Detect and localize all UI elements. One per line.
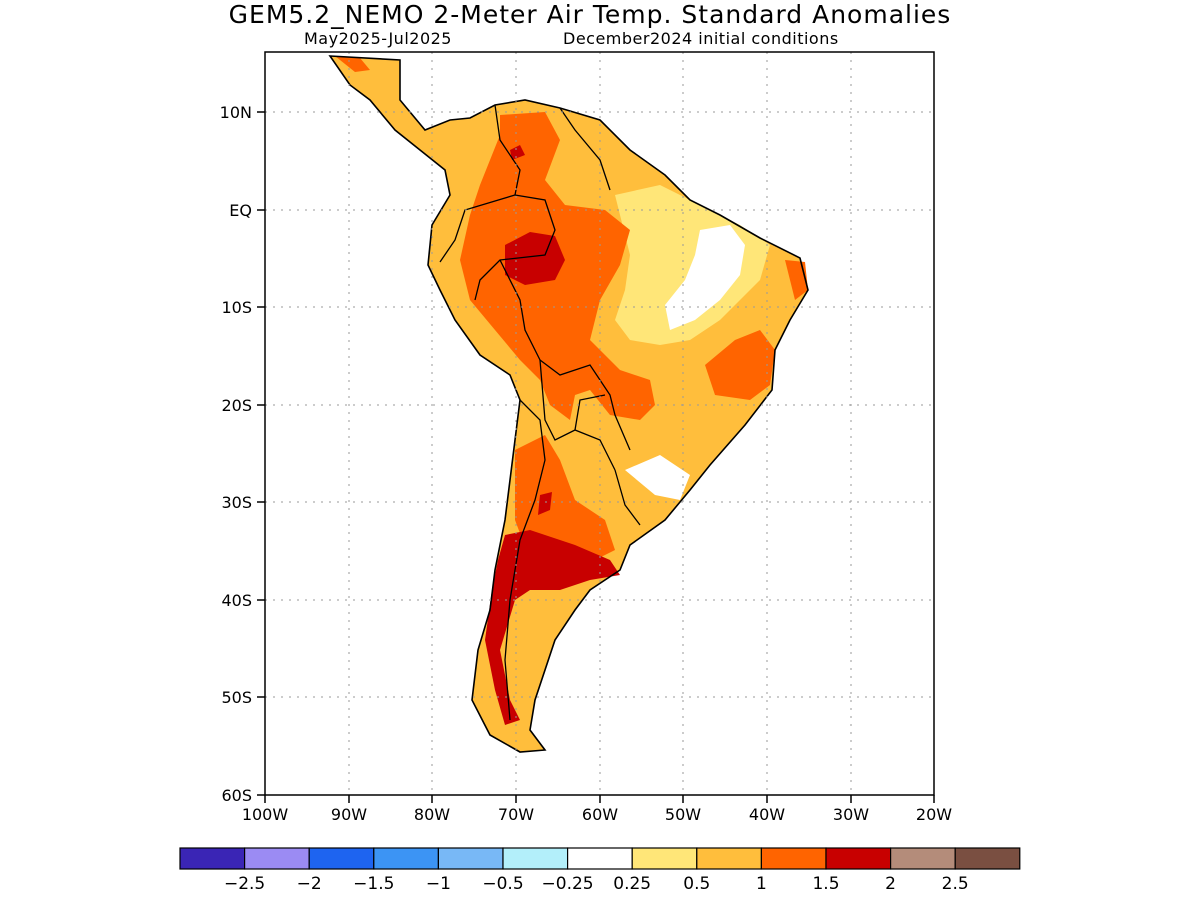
dark-orange-region: [705, 330, 775, 400]
initial-conditions: December2024 initial conditions: [563, 29, 839, 48]
dark-orange-region: [515, 435, 615, 560]
colorbar-label: −1: [426, 874, 451, 894]
anomaly-field: [330, 56, 808, 752]
red-region: [510, 145, 525, 160]
colorbar-label: 0.5: [683, 874, 710, 894]
lon-tick-label: 60W: [582, 805, 618, 824]
colorbar-label: 2.5: [942, 874, 969, 894]
colorbar-swatch: [437, 847, 504, 870]
red-region: [505, 232, 565, 285]
red-region: [538, 492, 552, 515]
near-normal-region: [625, 455, 690, 500]
national-borders: [439, 104, 641, 721]
lat-tick-label: 20S: [221, 396, 252, 415]
lat-tick-label: 60S: [221, 786, 252, 805]
colorbar-label: 0.25: [613, 874, 651, 894]
colorbar-swatch: [760, 847, 827, 870]
lon-tick-label: 80W: [414, 805, 450, 824]
colorbar-label: −1.5: [353, 874, 394, 894]
colorbar-swatch: [308, 847, 375, 870]
lat-tick-label: EQ: [229, 201, 252, 220]
colorbar-label: −2.5: [224, 874, 265, 894]
colorbar-label: 2: [885, 874, 896, 894]
lon-tick-label: 50W: [665, 805, 701, 824]
near-normal-region: [665, 225, 745, 330]
lon-tick-label: 40W: [749, 805, 785, 824]
colorbar-label: −2: [297, 874, 322, 894]
lon-tick-label: 30W: [833, 805, 869, 824]
coastline: [328, 55, 809, 753]
colorbar-swatch: [244, 847, 310, 870]
colorbar-swatch: [502, 847, 569, 870]
colorbar-swatch: [179, 847, 246, 870]
colorbar: −2.5 −2 −1.5 −1 −0.5 −0.25 0.25 0.5 1 1.5 2 2.5: [179, 847, 1021, 894]
colorbar-label: 1: [756, 874, 767, 894]
colorbar-label: −0.25: [542, 874, 594, 894]
lat-tick-label: 50S: [221, 688, 252, 707]
colorbar-swatch: [954, 847, 1021, 870]
colorbar-label: −0.5: [482, 874, 523, 894]
lon-axis: 100W 90W 80W 70W 60W 50W 40W 30W 20W: [242, 795, 952, 824]
dark-orange-region: [335, 56, 370, 72]
lat-tick-label: 10N: [220, 103, 252, 122]
lat-tick-label: 10S: [221, 298, 252, 317]
lon-tick-label: 90W: [331, 805, 367, 824]
colorbar-swatch: [696, 847, 762, 870]
colorbar-label: 1.5: [812, 874, 839, 894]
chart-title: GEM5.2_NEMO 2-Meter Air Temp. Standard A…: [228, 0, 952, 29]
colorbar-swatch: [566, 847, 633, 870]
colorbar-swatch: [631, 847, 698, 870]
forecast-period: May2025-Jul2025: [304, 29, 452, 48]
colorbar-swatch: [825, 847, 892, 870]
lon-tick-label: 70W: [498, 805, 534, 824]
colorbar-swatch: [889, 847, 956, 870]
lon-tick-label: 20W: [916, 805, 952, 824]
lon-tick-label: 100W: [242, 805, 289, 824]
lat-tick-label: 40S: [221, 591, 252, 610]
red-region: [485, 530, 620, 725]
colorbar-swatch: [373, 847, 439, 870]
lat-axis: 10N EQ 10S 20S 30S 40S 50S 60S: [220, 103, 265, 805]
lat-tick-label: 30S: [221, 493, 252, 512]
